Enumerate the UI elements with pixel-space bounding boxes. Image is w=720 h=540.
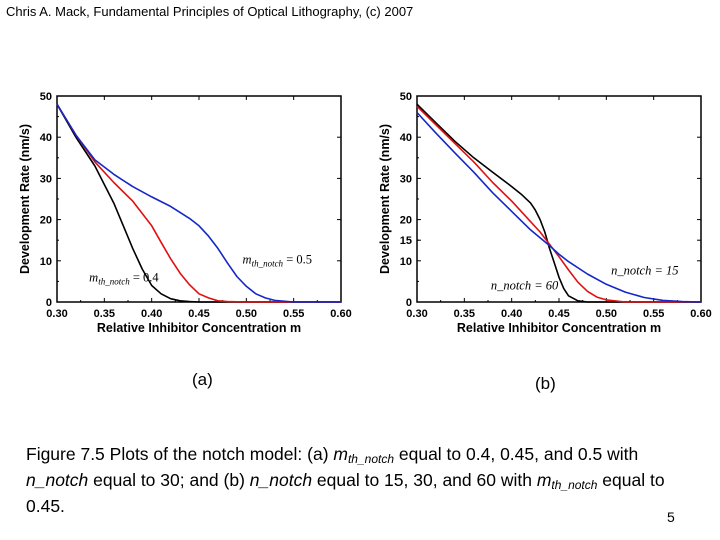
caption-m: m	[536, 470, 552, 490]
caption-part: equal to 0.45.	[26, 470, 665, 516]
caption-n-notch: n_notch	[26, 470, 89, 490]
chart-b-series-blue	[416, 111, 702, 303]
caption-m-sub: th_notch	[551, 478, 598, 492]
chart-b-xtick-label: 0.60	[690, 308, 711, 320]
chart-b-annotation: n_notch = 60	[491, 279, 559, 293]
chart-b-xtick-label: 0.35	[454, 308, 475, 320]
chart-b-ytick-label: 30	[400, 173, 412, 185]
chart-a-series-blue	[56, 103, 341, 303]
chart-b-ytick-label: 40	[400, 132, 412, 144]
chart-a-xtick-label: 0.40	[141, 308, 162, 320]
panel-label-b: (b)	[535, 374, 556, 393]
caption-m-sub: th_notch	[347, 452, 395, 466]
caption-part: equal to 30; and (b)	[88, 470, 250, 490]
chart-b-xtick-label: 0.30	[406, 308, 427, 320]
chart-a-ylabel: Development Rate (nm/s)	[18, 124, 32, 274]
chart-a-ytick-label: 30	[40, 173, 52, 185]
caption-part: equal to 0.4, 0.45, and 0.5 with	[394, 444, 639, 464]
chart-a-xtick-label: 0.35	[94, 308, 115, 320]
chart-b-xtick-label: 0.50	[596, 308, 617, 320]
chart-a-plot-frame	[56, 95, 342, 303]
chart-b-ytick-label: 0	[406, 297, 412, 309]
chart-b-series-black	[416, 103, 701, 303]
chart-a-annotation: mth_notch = 0.5	[243, 253, 312, 269]
chart-b-annotation: n_notch = 15	[611, 263, 678, 277]
chart-b-ytick-label: 10	[400, 256, 412, 268]
chart-a-xlabel: Relative Inhibitor Concentration m	[97, 321, 301, 335]
chart-a-annotation: mth_notch = 0.4	[89, 270, 159, 286]
chart-b-ytick-label: 20	[400, 215, 412, 227]
chart-b-ytick-label: 15	[400, 235, 412, 247]
chart-b-xtick-label: 0.45	[548, 308, 569, 320]
chart-a-xtick-label: 0.50	[236, 308, 257, 320]
figure-caption: Figure 7.5 Plots of the notch model: (a)…	[26, 444, 696, 517]
chart-a-series-black	[56, 103, 341, 303]
chart-a-xtick-label: 0.55	[283, 308, 304, 320]
chart-a-ytick-label: 50	[40, 91, 52, 103]
chart-a-xtick-label: 0.30	[46, 308, 67, 320]
caption-n-notch: n_notch	[249, 470, 313, 490]
chart-a-ytick-label: 40	[40, 132, 52, 144]
chart-a-ytick-label: 20	[40, 215, 52, 227]
chart-a-series-red	[56, 103, 341, 303]
slide-header: Chris A. Mack, Fundamental Principles of…	[6, 4, 414, 19]
chart-b-xlabel: Relative Inhibitor Concentration m	[457, 321, 661, 335]
chart-b-series-red	[416, 105, 701, 303]
chart-b-xtick-label: 0.55	[643, 308, 664, 320]
caption-part: equal to 15, 30, and 60 with	[312, 470, 537, 490]
chart-a-ytick-label: 10	[40, 256, 52, 268]
caption-part: Figure 7.5 Plots of the notch model: (a)	[26, 444, 334, 464]
chart-b: 0.30 0.35 0.40 0.45 0.50 0.55 0.60 0 10 15 20 30 40 5…	[378, 91, 712, 335]
chart-b-ytick-label: 50	[400, 91, 412, 103]
chart-b-xtick-label: 0.40	[501, 308, 522, 320]
chart-a-xtick-label: 0.45	[188, 308, 209, 320]
panel-label-a: (a)	[192, 370, 213, 389]
chart-a-ytick-label: 0	[46, 297, 52, 309]
chart-a: 0.30 0.35 0.40 0.45 0.50 0.55 0.60 0 10 20 30 40 50 R…	[18, 91, 352, 335]
caption-m: m	[333, 444, 348, 464]
chart-a-xtick-label: 0.60	[330, 308, 351, 320]
page-number: 5	[667, 509, 675, 525]
chart-b-ylabel: Development Rate (nm/s)	[378, 124, 392, 274]
